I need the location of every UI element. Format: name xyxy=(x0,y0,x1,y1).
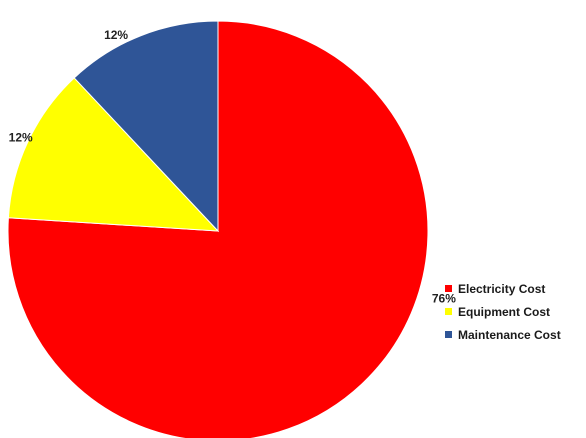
legend-swatch-electricity-cost xyxy=(445,285,452,292)
legend: Electricity Cost Equipment Cost Maintena… xyxy=(445,281,561,350)
pie-slice-equipment-cost xyxy=(7,77,220,232)
legend-item-maintenance-cost: Maintenance Cost xyxy=(445,327,561,342)
legend-item-equipment-cost: Equipment Cost xyxy=(445,304,561,319)
pie-slice-electricity-cost xyxy=(7,20,429,438)
pie-slice-maintenance-cost xyxy=(73,20,219,233)
legend-swatch-maintenance-cost xyxy=(445,331,452,338)
legend-label-equipment-cost: Equipment Cost xyxy=(458,304,550,319)
data-label-maintenance-cost: 12% xyxy=(104,28,128,42)
legend-item-electricity-cost: Electricity Cost xyxy=(445,281,561,296)
legend-label-maintenance-cost: Maintenance Cost xyxy=(458,327,561,342)
data-label-equipment-cost: 12% xyxy=(9,130,33,144)
legend-label-electricity-cost: Electricity Cost xyxy=(458,281,546,296)
legend-swatch-equipment-cost xyxy=(445,308,452,315)
data-label-electricity-cost: 76% xyxy=(432,291,456,305)
